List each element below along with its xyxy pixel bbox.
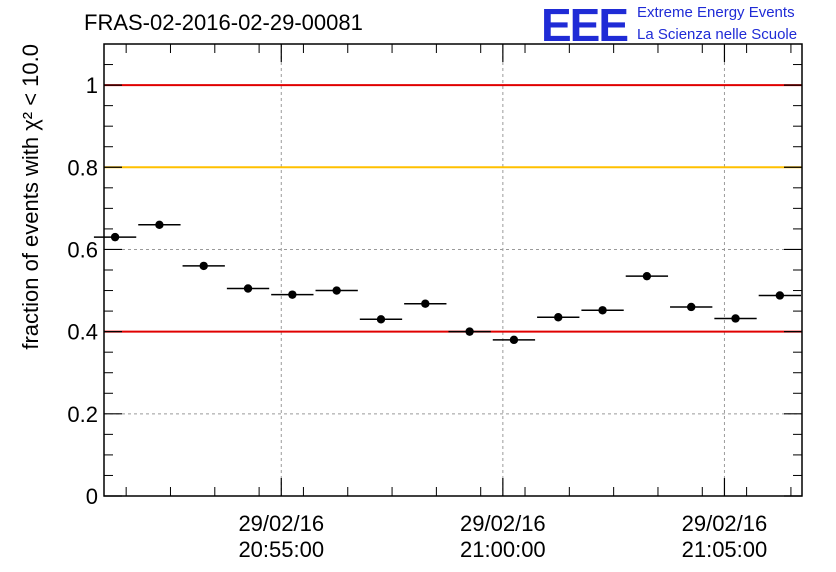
data-point [509,335,519,345]
data-point [421,299,430,308]
y-tick-label: 0.4 [67,320,98,345]
x-tick-time: 21:00:00 [460,537,546,562]
data-point [288,290,297,299]
y-tick-label: 1 [86,73,98,98]
y-tick-label: 0 [86,484,98,509]
logo-line-1: Extreme Energy Events [637,4,795,21]
eee-logo-mark: EEE [541,0,629,51]
reference-lines [104,84,802,333]
data-points [93,220,801,345]
data-point [554,313,563,322]
data-point [598,306,607,315]
grid-layer [104,44,802,497]
data-point [199,261,208,271]
x-tick-date: 29/02/16 [460,511,546,536]
data-point [687,302,696,312]
y-tick-label: 0.2 [67,402,98,427]
data-point [775,291,785,300]
logo-line-2: La Scienza nelle Scuole [637,26,798,43]
data-point [465,327,474,336]
data-point [110,232,120,242]
plot-frame [103,43,803,497]
data-point [642,271,652,281]
x-tick-date: 29/02/16 [682,511,768,536]
chart-title: FRAS-02-2016-02-29-00081 [84,10,363,35]
x-tick-date: 29/02/16 [238,511,324,536]
y-axis-label: fraction of events with χ² < 10.0 [18,44,43,350]
data-point [376,315,386,324]
axis-ticks: 00.20.40.60.8129/02/1620:55:0029/02/1621… [67,44,802,562]
data-point [731,314,740,323]
y-tick-label: 0.6 [67,237,98,262]
data-point [243,284,253,293]
x-tick-time: 21:05:00 [682,537,768,562]
data-point [332,286,341,295]
data-point [155,220,164,229]
y-tick-label: 0.8 [67,155,98,180]
x-tick-time: 20:55:00 [238,537,324,562]
